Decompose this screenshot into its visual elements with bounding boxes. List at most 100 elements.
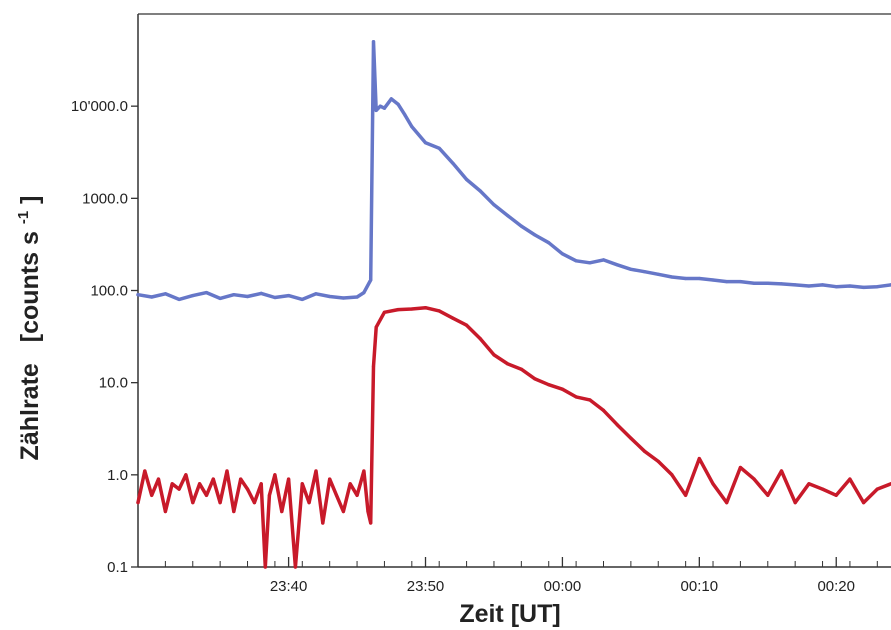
series-2-point xyxy=(177,487,181,491)
series-2-point xyxy=(366,509,370,514)
series-1-point xyxy=(533,233,537,237)
series-1-point xyxy=(355,295,359,299)
series-1-point xyxy=(492,203,496,207)
series-2-point xyxy=(287,477,291,481)
series-1-point xyxy=(779,282,784,286)
y-axis-title-close: ] xyxy=(16,196,44,204)
series-2-point xyxy=(601,408,606,412)
series-1-point xyxy=(204,291,209,295)
series-2-point xyxy=(184,473,188,477)
series-2-point xyxy=(355,493,359,497)
series-2-point xyxy=(252,501,256,505)
series-1-point xyxy=(766,281,770,285)
y-tick-label: 1000.0 xyxy=(82,190,128,207)
series-1-point xyxy=(378,104,382,108)
series-2-point xyxy=(191,501,195,505)
series-2-point xyxy=(725,501,729,505)
series-2-point xyxy=(143,469,147,473)
series-2-point xyxy=(136,501,140,505)
series-1-point xyxy=(191,294,195,298)
series-2-point xyxy=(711,482,715,486)
series-1-point xyxy=(560,252,565,256)
x-ticks: 23:40 23:50 00:00 00:10 00:20 xyxy=(164,557,878,595)
series-2-point xyxy=(314,469,318,473)
series-2-point xyxy=(492,353,496,357)
series-1-point xyxy=(150,295,154,299)
y-axis-title: Zählrate [counts s -1 ] xyxy=(6,196,44,461)
series-2-point xyxy=(588,398,592,402)
series-2-point xyxy=(670,473,674,477)
series-2-point xyxy=(348,482,352,486)
series-1-point xyxy=(374,108,378,112)
series-2-point xyxy=(239,477,243,481)
x-tick-label: 00:00 xyxy=(544,578,582,595)
series-2-point xyxy=(875,487,879,491)
y-axis-title-exponent: -1 xyxy=(15,211,32,224)
series-2-point xyxy=(334,493,339,497)
series-2-point xyxy=(259,482,263,486)
series-2-point xyxy=(423,306,428,310)
series-1-point xyxy=(643,270,647,274)
series-1-point xyxy=(465,177,469,182)
series-2-point xyxy=(862,501,866,505)
series-1-point xyxy=(218,296,222,300)
series-1-point xyxy=(862,285,866,289)
y-ticks: 0.1 1.0 10.0 100.0 1000.0 10'000.0 xyxy=(71,98,138,576)
series-1-point xyxy=(875,285,879,289)
series-2-point xyxy=(293,565,297,569)
series-1-point xyxy=(177,297,181,301)
series-2-point xyxy=(533,377,537,381)
y-tick-label: 10'000.0 xyxy=(71,98,128,115)
series-2-point xyxy=(410,307,414,311)
series-2-point xyxy=(374,325,378,329)
x-tick-label: 23:50 xyxy=(407,578,445,595)
series-1-point xyxy=(656,272,660,276)
series-2-point xyxy=(848,477,852,481)
series-1-point xyxy=(738,280,743,284)
series-1-point xyxy=(506,214,510,218)
x-tick-label: 00:20 xyxy=(817,578,855,595)
series-2-point xyxy=(273,473,277,477)
series-2-point xyxy=(629,436,633,440)
series-1-point xyxy=(574,259,578,263)
series-1-point xyxy=(834,285,838,289)
series-2-point xyxy=(820,487,825,491)
series-2-point xyxy=(321,521,325,525)
series-2-point xyxy=(245,487,250,491)
series-layer xyxy=(136,39,891,569)
y-tick-label: 0.1 xyxy=(107,559,128,576)
series-2-point xyxy=(766,493,770,497)
series-1-point xyxy=(697,276,701,281)
y-axis-title-unit: [counts s xyxy=(16,231,44,342)
series-1-point xyxy=(670,275,674,279)
series-2-point xyxy=(684,493,688,497)
series-1-point xyxy=(437,146,441,150)
series-2-point xyxy=(280,509,284,514)
series-line-1 xyxy=(136,39,891,302)
series-1-point xyxy=(341,296,345,300)
x-axis-title: Zeit [UT] xyxy=(459,600,560,628)
series-2-point xyxy=(834,493,838,497)
series-1-point xyxy=(362,291,366,295)
series-1-point xyxy=(163,292,167,296)
series-2-point xyxy=(807,482,811,486)
y-tick-label: 10.0 xyxy=(99,375,128,392)
y-tick-label: 1.0 xyxy=(107,467,128,484)
series-2-point xyxy=(547,383,551,387)
series-2-point xyxy=(218,501,222,505)
series-2-point xyxy=(232,509,236,514)
series-1-point xyxy=(601,258,606,262)
series-2-point xyxy=(369,521,373,525)
series-2-point xyxy=(382,310,386,314)
series-1-point xyxy=(371,40,376,44)
x-tick-label: 23:40 xyxy=(270,578,308,595)
series-2-point xyxy=(519,367,523,371)
series-2-point xyxy=(437,309,441,313)
series-2-point xyxy=(697,457,701,461)
series-2-point xyxy=(560,387,565,391)
series-1-point xyxy=(403,113,407,117)
series-2-point xyxy=(211,477,215,481)
series-1-point xyxy=(328,294,332,299)
series-2-point xyxy=(198,482,202,486)
series-1-point xyxy=(410,125,414,129)
